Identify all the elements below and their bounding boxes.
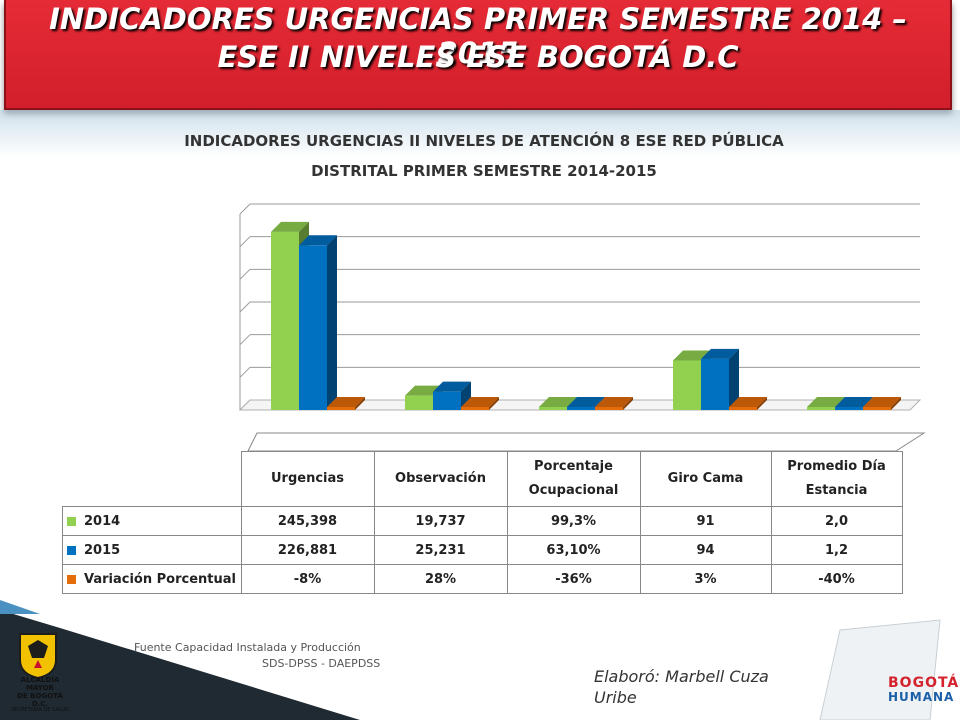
alcaldia-shield-logo bbox=[19, 633, 57, 680]
bar-2015-side bbox=[729, 348, 739, 410]
bar-variación-porcentual-top bbox=[729, 397, 767, 407]
bar-variación-porcentual-front bbox=[729, 407, 757, 410]
banner-title-line-2: ESE II NIVELES ESE BOGOTÁ D.C bbox=[217, 40, 739, 74]
table-row-2014: 2014 245,398 19,737 99,3% 91 2,0 bbox=[62, 506, 903, 536]
credit-text: Elaboró: Marbell Cuza Uribe bbox=[594, 667, 769, 707]
source-note-line-2: SDS-DPSS - DAEPDSS bbox=[262, 657, 381, 670]
legend-entry-2014: 2014 bbox=[62, 506, 242, 536]
banner-shadow bbox=[0, 110, 960, 158]
table-header-cell: Urgencias bbox=[240, 451, 375, 507]
bar-variación-porcentual-top bbox=[595, 397, 633, 407]
table-cell: 99,3% bbox=[506, 506, 641, 536]
bar-variación-porcentual-top bbox=[461, 397, 499, 407]
bar-2014-top bbox=[271, 221, 309, 232]
chart-plot bbox=[238, 203, 926, 452]
table-cell: 28% bbox=[373, 564, 508, 594]
table-cell: 94 bbox=[639, 535, 772, 565]
table-cell: 1,2 bbox=[770, 535, 903, 565]
bar-2014-front bbox=[807, 407, 835, 410]
secretaria-logo-text: SECRETARÍA DE SALUD bbox=[11, 707, 69, 713]
footer-swoosh-light bbox=[0, 600, 40, 614]
bar-variación-porcentual-front bbox=[461, 407, 489, 410]
bar-variación-porcentual-top bbox=[863, 397, 901, 407]
footer-decoration bbox=[0, 600, 941, 720]
bar-variación-porcentual-side bbox=[757, 397, 767, 410]
source-note-line-1: Fuente Capacidad Instalada y Producción bbox=[134, 641, 361, 654]
bar-variación-porcentual-side bbox=[623, 397, 633, 410]
table-header-cell: Porcentaje Ocupacional bbox=[506, 451, 641, 507]
table-row-variacion: Variación Porcentual -8% 28% -36% 3% -40… bbox=[62, 564, 903, 594]
bar-2014-top bbox=[539, 397, 577, 407]
bar-2015-top bbox=[299, 235, 337, 246]
bar-2015-front bbox=[835, 407, 863, 410]
table-header-cell: Promedio Día Estancia bbox=[770, 451, 903, 507]
bar-variación-porcentual-side bbox=[355, 397, 365, 410]
table-cell: 25,231 bbox=[373, 535, 508, 565]
bar-variación-porcentual-top bbox=[327, 397, 365, 407]
gridline-side bbox=[239, 268, 251, 280]
gridline-side bbox=[239, 301, 251, 313]
bar-2015-front bbox=[567, 407, 595, 410]
gridline-side bbox=[239, 236, 251, 248]
table-cell: 3% bbox=[639, 564, 772, 594]
bar-2015-top bbox=[701, 348, 739, 359]
bar-2014-top bbox=[807, 397, 845, 407]
bar-variación-porcentual-front bbox=[595, 407, 623, 410]
alcaldia-logo-text: ALCALDÍA MAYOR DE BOGOTÁ D.C. bbox=[17, 676, 63, 708]
bar-variación-porcentual-side bbox=[891, 397, 901, 410]
table-cell: 226,881 bbox=[240, 535, 375, 565]
footer-swoosh-dark bbox=[0, 610, 360, 720]
table-top-edge bbox=[247, 432, 926, 452]
table-header-cell: Observación bbox=[373, 451, 508, 507]
bar-2015-top bbox=[835, 397, 873, 407]
bar-2014-front bbox=[673, 360, 701, 410]
bar-2015-side bbox=[327, 235, 337, 410]
legend-swatch-2014 bbox=[67, 516, 76, 526]
table-cell: -8% bbox=[240, 564, 375, 594]
table-cell: 245,398 bbox=[240, 506, 375, 536]
bar-2015-top bbox=[433, 381, 471, 392]
legend-swatch-variacion bbox=[67, 574, 76, 584]
table-header-row: Urgencias Observación Porcentaje Ocupacio… bbox=[63, 451, 903, 507]
gridline-side bbox=[239, 366, 251, 378]
legend-swatch-2015 bbox=[67, 545, 76, 555]
bar-2014-front bbox=[539, 407, 567, 410]
bar-2015-front bbox=[701, 358, 729, 410]
bar-variación-porcentual-front bbox=[327, 407, 355, 410]
bar-2015-side bbox=[461, 381, 471, 410]
table-row-2015: 2015 226,881 25,231 63,10% 94 1,2 bbox=[62, 535, 903, 565]
gridline-side bbox=[239, 203, 251, 215]
gridline-side bbox=[239, 334, 251, 346]
table-cell: 63,10% bbox=[506, 535, 641, 565]
table-cell: 19,737 bbox=[373, 506, 508, 536]
banner-title-line-1: INDICADORES URGENCIAS PRIMER SEMESTRE 20… bbox=[49, 2, 907, 70]
chart-data-table: Urgencias Observación Porcentaje Ocupacio… bbox=[62, 451, 903, 594]
bar-2014-front bbox=[271, 231, 299, 410]
bar-2015-front bbox=[299, 245, 327, 410]
table-cell: 91 bbox=[639, 506, 772, 536]
bar-2015-top bbox=[567, 397, 605, 407]
legend-entry-2015: 2015 bbox=[62, 535, 242, 565]
footer-page-curl bbox=[819, 619, 941, 720]
bar-variación-porcentual-side bbox=[489, 397, 499, 410]
chart-title-line-2: DISTRITAL PRIMER SEMESTRE 2014-2015 bbox=[311, 162, 657, 180]
table-cell: -36% bbox=[506, 564, 641, 594]
table-corner bbox=[63, 452, 242, 507]
bar-2014-top bbox=[673, 350, 711, 361]
bar-variación-porcentual-front bbox=[863, 407, 891, 410]
bar-2015-front bbox=[433, 391, 461, 410]
table-header-cell: Giro Cama bbox=[639, 451, 772, 507]
title-banner: INDICADORES URGENCIAS PRIMER SEMESTRE 20… bbox=[4, 0, 952, 110]
bar-2014-front bbox=[405, 395, 433, 410]
table-cell: -40% bbox=[770, 564, 903, 594]
legend-entry-variacion: Variación Porcentual bbox=[62, 564, 242, 594]
bogota-humana-logo: BOGOTÁ HUMANA bbox=[888, 675, 960, 704]
table-cell: 2,0 bbox=[770, 506, 903, 536]
chart-title-line-1: INDICADORES URGENCIAS II NIVELES DE ATEN… bbox=[184, 132, 784, 150]
